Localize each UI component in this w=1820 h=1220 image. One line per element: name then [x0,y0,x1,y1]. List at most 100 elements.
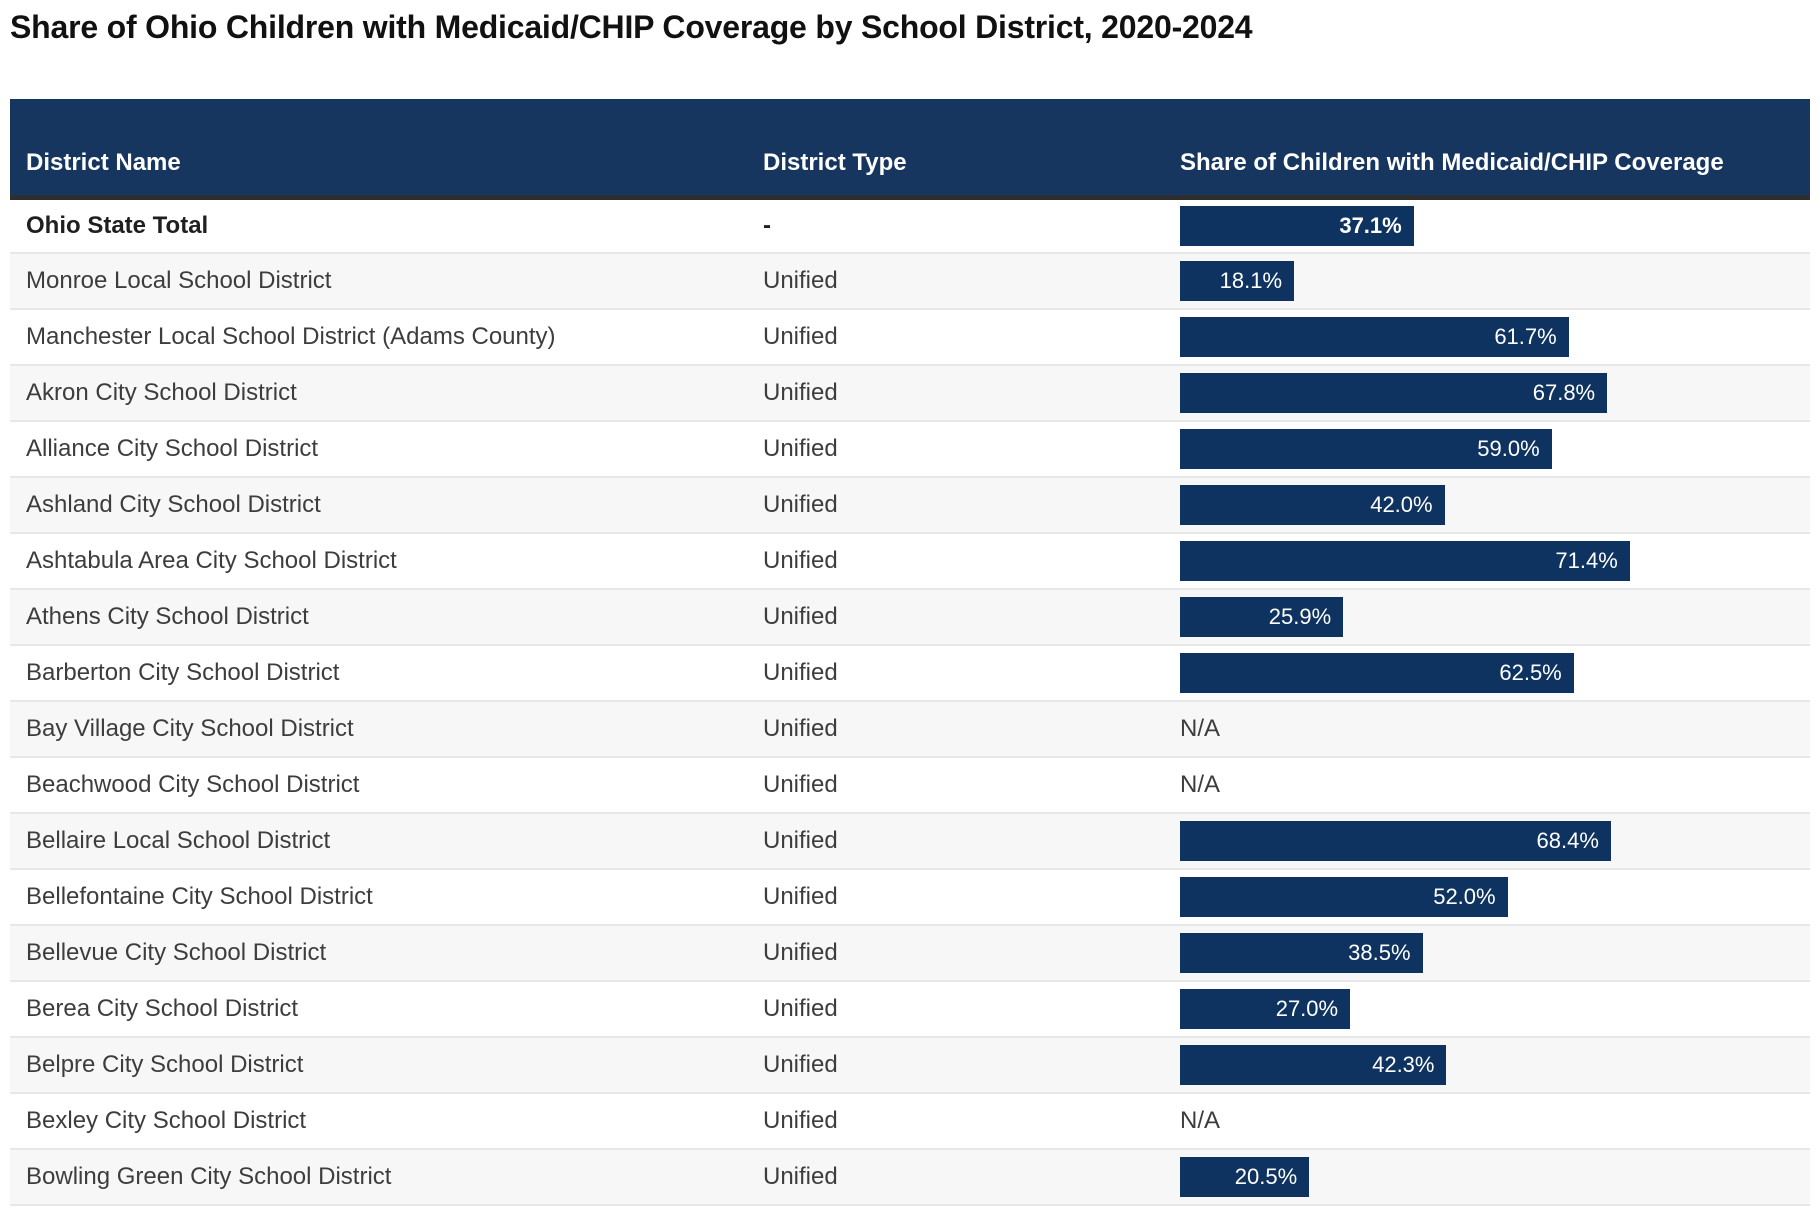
table-row: Athens City School District Unified 25.9% [10,589,1810,646]
district-type-cell: Unified [747,309,1180,366]
table-row: Ashtabula Area City School District Unifi… [10,533,1810,590]
district-type-cell: Unified [747,1037,1180,1094]
district-name-cell: Monroe Local School District [10,253,747,310]
district-name-cell: Bexley City School District [10,1093,747,1150]
district-type-cell: Unified [747,365,1180,422]
table-row: Bay Village City School District Unified N… [10,701,1810,758]
col-header-district-name: District Name [10,99,747,200]
table-row: Ashland City School District Unified 42.0% [10,477,1810,534]
col-header-district-type: District Type [747,99,1180,200]
coverage-bar-label: 25.9% [1268,604,1332,629]
district-type-cell: Unified [747,645,1180,702]
table-row: Bellaire Local School District Unified 68.… [10,813,1810,870]
district-type-cell: Unified [747,253,1180,310]
coverage-bar: 59.0% [1180,429,1552,469]
district-name-cell: Athens City School District [10,589,747,646]
coverage-bar: 62.5% [1180,653,1574,693]
coverage-bar-label: 38.5% [1348,940,1411,965]
district-name-cell: Bowling Green City School District [10,1149,747,1206]
table-row: Alliance City School District Unified 59.0… [10,421,1810,478]
coverage-share-cell: 37.1% [1180,197,1810,254]
page: Share of Ohio Children with Medicaid/CHI… [0,8,1820,1220]
district-name-cell: Bellaire Local School District [10,813,747,870]
district-name-cell: Bellefontaine City School District [10,869,747,926]
coverage-bar-label: 67.8% [1532,380,1596,405]
table-row-total: Ohio State Total - 37.1% [10,197,1810,254]
district-name-cell: Ashtabula Area City School District [10,533,747,590]
district-type-cell: Unified [747,1093,1180,1150]
coverage-bar: 27.0% [1180,989,1351,1029]
table-row: Beachwood City School District Unified N/A [10,757,1810,814]
coverage-share-cell: N/A [1180,1093,1810,1150]
district-type-cell: Unified [747,869,1180,926]
table-row: Monroe Local School District Unified 18.1% [10,253,1810,310]
district-type-cell: Unified [747,1149,1180,1206]
coverage-bar-label: 27.0% [1275,996,1339,1021]
coverage-bar-label: 52.0% [1433,884,1496,909]
table-row: Bellevue City School District Unified 38.5… [10,925,1810,982]
coverage-bar-label: 37.1% [1339,212,1402,238]
coverage-bar-label: 42.0% [1370,492,1433,517]
district-type-cell: Unified [747,981,1180,1038]
coverage-share-cell: 61.7% [1180,309,1810,366]
coverage-share-cell: 38.5% [1180,925,1810,982]
coverage-na-label: N/A [1180,1107,1221,1134]
district-name-cell: Ohio State Total [10,197,747,254]
coverage-share-cell: 67.8% [1180,365,1810,422]
table-row: Bowling Green City School District Unifie… [10,1149,1810,1206]
coverage-share-cell: 27.0% [1180,981,1810,1038]
coverage-bar-label: 59.0% [1477,436,1540,461]
district-name-cell: Alliance City School District [10,421,747,478]
coverage-share-cell: 18.1% [1180,253,1810,310]
coverage-bar-label: 18.1% [1219,268,1283,293]
district-name-cell: Ashland City School District [10,477,747,534]
coverage-bar: 18.1% [1180,261,1295,301]
district-type-cell: Unified [747,925,1180,982]
coverage-bar: 37.1% [1180,205,1414,246]
coverage-bar-label: 61.7% [1494,324,1557,349]
coverage-bar: 38.5% [1180,933,1423,973]
district-name-cell: Bay Village City School District [10,701,747,758]
table-body: Ohio State Total - 37.1% Monroe Local Schoo… [10,197,1810,1206]
coverage-bar: 52.0% [1180,877,1508,917]
district-type-cell: Unified [747,813,1180,870]
coverage-bar: 42.3% [1180,1045,1447,1085]
district-name-cell: Belpre City School District [10,1037,747,1094]
table-header: District Name District Type Share of Chi… [10,99,1810,200]
district-type-cell: Unified [747,477,1180,534]
coverage-share-cell: 20.5% [1180,1149,1810,1206]
coverage-share-cell: N/A [1180,757,1810,814]
coverage-share-cell: 52.0% [1180,869,1810,926]
district-type-cell: Unified [747,757,1180,814]
coverage-bar: 67.8% [1180,373,1608,413]
district-type-cell: Unified [747,533,1180,590]
coverage-bar-label: 68.4% [1536,828,1599,853]
coverage-bar: 25.9% [1180,597,1344,637]
coverage-bar: 20.5% [1180,1157,1310,1197]
chart-title: Share of Ohio Children with Medicaid/CHI… [10,9,1253,45]
district-type-cell: - [747,197,1180,254]
table-row: Berea City School District Unified 27.0% [10,981,1810,1038]
district-name-cell: Berea City School District [10,981,747,1038]
district-type-cell: Unified [747,589,1180,646]
district-name-cell: Bellevue City School District [10,925,747,982]
coverage-share-cell: 42.3% [1180,1037,1810,1094]
header-row: District Name District Type Share of Chi… [10,99,1810,200]
district-name-cell: Beachwood City School District [10,757,747,814]
col-header-coverage-share: Share of Children with Medicaid/CHIP Cov… [1180,99,1810,200]
coverage-share-cell: 42.0% [1180,477,1810,534]
coverage-share-cell: 68.4% [1180,813,1810,870]
table-row: Bexley City School District Unified N/A [10,1093,1810,1150]
coverage-bar: 42.0% [1180,485,1445,525]
coverage-bar: 68.4% [1180,821,1611,861]
district-type-cell: Unified [747,421,1180,478]
district-type-cell: Unified [747,701,1180,758]
coverage-bar-label: 71.4% [1555,548,1618,573]
table-row: Belpre City School District Unified 42.3% [10,1037,1810,1094]
table-row: Manchester Local School District (Adams … [10,309,1810,366]
district-name-cell: Manchester Local School District (Adams … [10,309,747,366]
district-name-cell: Barberton City School District [10,645,747,702]
coverage-share-cell: 62.5% [1180,645,1810,702]
coverage-share-cell: 71.4% [1180,533,1810,590]
coverage-share-cell: 59.0% [1180,421,1810,478]
